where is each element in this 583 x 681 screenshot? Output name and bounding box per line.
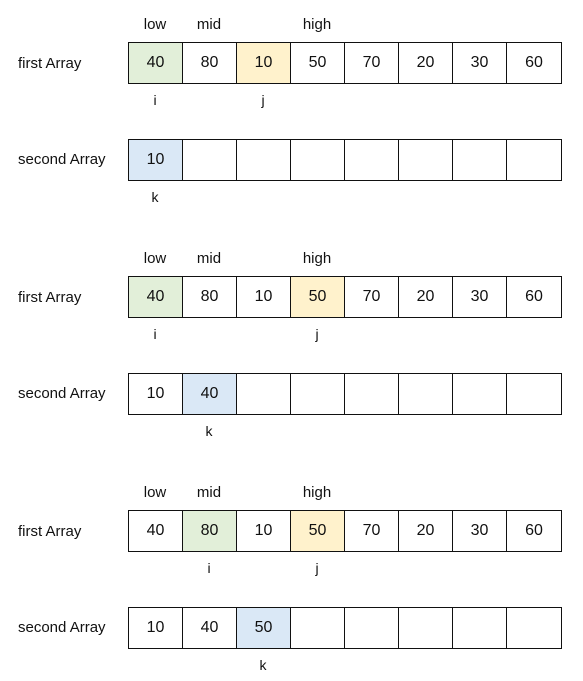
- pointer-k: k: [259, 657, 267, 673]
- first-array-cell: 30: [453, 511, 507, 551]
- second-array-cell: 50: [237, 608, 291, 648]
- second-array-cell: [291, 374, 345, 414]
- second-array-label: second Array: [18, 151, 106, 168]
- second-array-cell: [507, 608, 561, 648]
- second-array-cell: [453, 140, 507, 180]
- first-array-cell: 30: [453, 43, 507, 83]
- second-array-cell: [345, 140, 399, 180]
- pointer-low: low: [143, 250, 167, 267]
- first-array-cell: 70: [345, 277, 399, 317]
- first-array-cell: 30: [453, 277, 507, 317]
- second-array-cell: [345, 608, 399, 648]
- second-array-cell: [507, 140, 561, 180]
- second-array-cell: [399, 608, 453, 648]
- first-array-cell: 50: [291, 277, 345, 317]
- first-array-cell: 50: [291, 43, 345, 83]
- pointer-j: j: [261, 92, 265, 108]
- second-array: 10: [128, 139, 562, 181]
- second-array-cell: [291, 608, 345, 648]
- second-array-cell: [507, 374, 561, 414]
- pointer-mid: mid: [196, 484, 222, 501]
- second-array-cell: 10: [129, 140, 183, 180]
- first-array-cell: 10: [237, 511, 291, 551]
- pointer-low: low: [143, 16, 167, 33]
- second-array-cell: 10: [129, 608, 183, 648]
- first-array-cell: 60: [507, 511, 561, 551]
- second-array-cell: 40: [183, 608, 237, 648]
- pointer-mid: mid: [196, 250, 222, 267]
- merge-step-2: low mid high first Array 40 80 10 50 70 20 30 60 i j s…: [0, 234, 583, 439]
- second-array-cell: [345, 374, 399, 414]
- second-array-cell: [399, 140, 453, 180]
- first-array-label: first Array: [18, 289, 82, 306]
- first-array-cell: 70: [345, 43, 399, 83]
- first-array: 40 80 10 50 70 20 30 60: [128, 42, 562, 84]
- pointer-high: high: [302, 16, 332, 33]
- first-array-label: first Array: [18, 523, 82, 540]
- second-array-cell: [453, 608, 507, 648]
- pointer-k: k: [205, 423, 213, 439]
- pointer-i: i: [207, 560, 211, 576]
- merge-step-1: low mid high first Array 40 80 10 50 70 20 30 60 i j s…: [0, 0, 583, 205]
- first-array-cell: 40: [129, 277, 183, 317]
- merge-step-3: low mid high first Array 40 80 10 50 70 20 30 60 i j s…: [0, 468, 583, 673]
- pointer-high: high: [302, 484, 332, 501]
- first-array-cell: 80: [183, 43, 237, 83]
- first-array-cell: 60: [507, 43, 561, 83]
- first-array-cell: 20: [399, 43, 453, 83]
- first-array-cell: 10: [237, 43, 291, 83]
- first-array-cell: 40: [129, 511, 183, 551]
- first-array-cell: 70: [345, 511, 399, 551]
- second-array-cell: [453, 374, 507, 414]
- first-array-cell: 40: [129, 43, 183, 83]
- pointer-low: low: [143, 484, 167, 501]
- first-array-cell: 10: [237, 277, 291, 317]
- second-array-cell: [237, 140, 291, 180]
- first-array: 40 80 10 50 70 20 30 60: [128, 276, 562, 318]
- second-array-cell: 10: [129, 374, 183, 414]
- first-array-cell: 60: [507, 277, 561, 317]
- second-array-label: second Array: [18, 619, 106, 636]
- first-array-cell: 50: [291, 511, 345, 551]
- second-array: 10 40: [128, 373, 562, 415]
- pointer-i: i: [153, 326, 157, 342]
- first-array-cell: 20: [399, 277, 453, 317]
- pointer-k: k: [151, 189, 159, 205]
- second-array-label: second Array: [18, 385, 106, 402]
- pointer-j: j: [315, 326, 319, 342]
- second-array-cell: 40: [183, 374, 237, 414]
- second-array-cell: [399, 374, 453, 414]
- pointer-j: j: [315, 560, 319, 576]
- pointer-mid: mid: [196, 16, 222, 33]
- first-array-cell: 80: [183, 277, 237, 317]
- pointer-high: high: [302, 250, 332, 267]
- first-array-label: first Array: [18, 55, 82, 72]
- first-array: 40 80 10 50 70 20 30 60: [128, 510, 562, 552]
- first-array-cell: 80: [183, 511, 237, 551]
- second-array: 10 40 50: [128, 607, 562, 649]
- first-array-cell: 20: [399, 511, 453, 551]
- second-array-cell: [183, 140, 237, 180]
- second-array-cell: [237, 374, 291, 414]
- pointer-i: i: [153, 92, 157, 108]
- second-array-cell: [291, 140, 345, 180]
